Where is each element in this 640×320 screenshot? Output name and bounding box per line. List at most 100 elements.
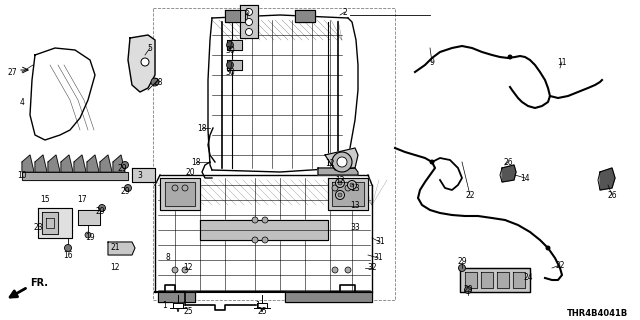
Circle shape: [227, 42, 234, 49]
Text: 12: 12: [325, 158, 335, 167]
Text: 23: 23: [33, 223, 43, 233]
Text: 29: 29: [120, 188, 130, 196]
Circle shape: [99, 204, 106, 212]
Polygon shape: [100, 155, 112, 172]
Text: 15: 15: [40, 196, 50, 204]
Circle shape: [332, 267, 338, 273]
Polygon shape: [74, 155, 86, 172]
Circle shape: [337, 157, 347, 167]
Polygon shape: [61, 155, 73, 172]
Polygon shape: [227, 40, 242, 50]
Circle shape: [332, 185, 338, 191]
Polygon shape: [325, 148, 358, 170]
Polygon shape: [38, 208, 72, 238]
Circle shape: [172, 185, 178, 191]
Circle shape: [182, 267, 188, 273]
Circle shape: [338, 193, 342, 197]
Circle shape: [122, 162, 129, 169]
Text: 2: 2: [342, 7, 348, 17]
Circle shape: [458, 265, 465, 271]
Circle shape: [182, 185, 188, 191]
Circle shape: [246, 28, 253, 36]
Text: 11: 11: [557, 58, 567, 67]
Circle shape: [345, 267, 351, 273]
Text: 12: 12: [183, 263, 193, 273]
Text: 13: 13: [350, 183, 360, 193]
Polygon shape: [240, 5, 258, 38]
Text: 12: 12: [335, 175, 345, 185]
Polygon shape: [78, 210, 100, 225]
Circle shape: [335, 179, 344, 188]
Polygon shape: [225, 10, 245, 22]
Text: 9: 9: [429, 58, 435, 67]
Text: 31: 31: [375, 237, 385, 246]
Polygon shape: [35, 155, 47, 172]
Polygon shape: [460, 268, 530, 292]
Polygon shape: [295, 10, 315, 22]
Circle shape: [246, 19, 253, 26]
Text: 17: 17: [77, 196, 87, 204]
Polygon shape: [502, 165, 516, 182]
Circle shape: [345, 185, 351, 191]
Circle shape: [545, 245, 550, 251]
Text: 13: 13: [350, 201, 360, 210]
Polygon shape: [481, 272, 493, 288]
Polygon shape: [513, 272, 525, 288]
Circle shape: [252, 217, 258, 223]
Polygon shape: [160, 178, 200, 210]
Circle shape: [252, 237, 258, 243]
Text: 29: 29: [117, 164, 127, 172]
Text: 18: 18: [191, 157, 201, 166]
Text: 26: 26: [503, 157, 513, 166]
Text: 25: 25: [257, 308, 267, 316]
Text: 29: 29: [463, 285, 473, 294]
Polygon shape: [128, 35, 155, 92]
Text: FR.: FR.: [30, 278, 48, 288]
Polygon shape: [200, 220, 328, 240]
Text: 22: 22: [556, 260, 564, 269]
Text: 29: 29: [457, 258, 467, 267]
Text: 21: 21: [110, 244, 120, 252]
Text: 8: 8: [166, 253, 170, 262]
Polygon shape: [332, 182, 364, 206]
Text: 19: 19: [85, 234, 95, 243]
Text: 32: 32: [367, 263, 377, 273]
Text: 24: 24: [523, 274, 533, 283]
Text: 29: 29: [95, 207, 105, 217]
Text: 30: 30: [225, 45, 235, 54]
Circle shape: [141, 58, 149, 66]
Polygon shape: [113, 155, 125, 172]
Polygon shape: [132, 168, 155, 182]
Text: 3: 3: [138, 171, 143, 180]
Circle shape: [429, 159, 435, 164]
Text: 14: 14: [520, 173, 530, 182]
Polygon shape: [285, 292, 372, 302]
Circle shape: [262, 217, 268, 223]
Circle shape: [151, 78, 159, 86]
Circle shape: [125, 185, 131, 191]
Text: 1: 1: [255, 300, 260, 309]
Text: 22: 22: [465, 190, 475, 199]
Text: 16: 16: [63, 251, 73, 260]
Circle shape: [350, 183, 354, 187]
Polygon shape: [465, 272, 477, 288]
Circle shape: [172, 267, 178, 273]
Text: THR4B4041B: THR4B4041B: [567, 309, 628, 318]
Polygon shape: [328, 178, 368, 210]
Text: 12: 12: [110, 263, 120, 273]
Circle shape: [65, 244, 72, 252]
Text: 31: 31: [373, 253, 383, 262]
Circle shape: [85, 232, 91, 238]
Text: 18: 18: [197, 124, 207, 132]
Text: 1: 1: [163, 300, 168, 309]
Polygon shape: [497, 272, 509, 288]
Polygon shape: [173, 303, 183, 308]
Polygon shape: [87, 155, 99, 172]
Polygon shape: [257, 303, 267, 308]
Circle shape: [348, 180, 356, 189]
Polygon shape: [158, 292, 195, 302]
Circle shape: [465, 286, 472, 293]
Text: 6: 6: [244, 7, 250, 17]
Circle shape: [262, 237, 268, 243]
Polygon shape: [22, 155, 34, 172]
